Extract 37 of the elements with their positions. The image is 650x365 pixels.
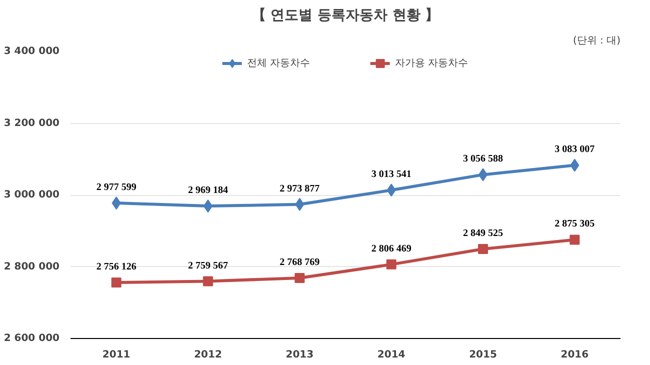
point	[570, 234, 580, 245]
point	[386, 259, 396, 270]
y-tick-label: 2 800 000	[4, 261, 60, 272]
point	[294, 272, 305, 283]
x-tick-label: 2015	[469, 350, 497, 360]
data-label: 2 768 769	[280, 256, 320, 268]
y-tick-label: 3 000 000	[4, 190, 60, 200]
x-tick-label: 2011	[102, 350, 130, 360]
data-label: 2 759 567	[188, 260, 228, 272]
data-label: 3 083 007	[554, 144, 595, 156]
y-tick-label: 3 400 000	[4, 46, 60, 57]
data-label: 2 977 599	[96, 182, 136, 194]
legend-label: 자가용 자동차수	[395, 57, 468, 70]
x-tick-label: 2014	[377, 350, 406, 360]
y-tick-label: 3 200 000	[4, 118, 60, 129]
point	[386, 184, 396, 197]
data-label: 2 973 877	[280, 183, 320, 194]
x-tick-label: 2012	[194, 350, 222, 360]
point	[203, 276, 213, 286]
point	[112, 196, 121, 210]
data-label: 2 969 184	[188, 185, 228, 196]
data-label: 3 013 541	[371, 169, 412, 180]
data-label: 2 756 126	[96, 261, 136, 272]
point	[111, 277, 122, 288]
chart-title: 【 연도별 등록자동차 현황 】	[252, 8, 440, 24]
point	[295, 198, 304, 211]
data-label: 2 849 525	[463, 228, 503, 239]
x-tick-label: 2016	[560, 350, 589, 360]
point	[570, 158, 580, 172]
data-label: 2 875 305	[554, 218, 595, 230]
y-tick-label: 2 600 000	[4, 333, 60, 344]
x-tick-label: 2013	[286, 350, 314, 360]
data-label: 2 806 469	[371, 243, 412, 254]
text: (단위 : 대)	[572, 36, 621, 46]
legend-label: 전체 자동차수	[246, 57, 310, 70]
point	[478, 244, 488, 254]
data-label: 3 056 588	[463, 154, 503, 165]
